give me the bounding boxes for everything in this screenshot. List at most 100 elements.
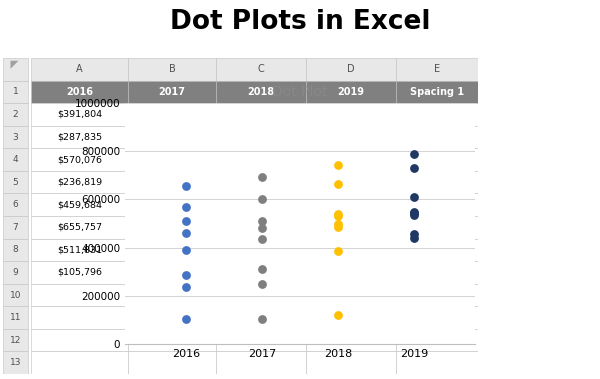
Point (181, 230, 191, 236)
Text: 2018: 2018 (247, 87, 275, 97)
Bar (3, 351, 28, 374)
Bar (3, 193, 28, 216)
Text: 4: 4 (13, 155, 19, 164)
Bar (396, 171, 478, 193)
Text: 13: 13 (10, 358, 21, 367)
Bar (3, 284, 28, 306)
Text: $570,076: $570,076 (57, 155, 102, 164)
Bar (128, 216, 216, 238)
Point (257, 281, 267, 287)
Text: $287,835: $287,835 (57, 133, 102, 141)
Bar (128, 238, 216, 261)
Point (409, 235, 419, 241)
Point (181, 204, 191, 210)
Text: 10: 10 (10, 290, 21, 299)
Bar (306, 261, 396, 284)
Text: 6: 6 (13, 200, 19, 209)
Bar (306, 58, 396, 81)
Point (257, 174, 267, 180)
Text: 1: 1 (13, 87, 19, 96)
Point (409, 165, 419, 171)
Bar (216, 126, 306, 148)
Bar (31, 351, 128, 374)
Bar (216, 261, 306, 284)
Point (181, 284, 191, 290)
Bar (128, 58, 216, 81)
Bar (396, 126, 478, 148)
Bar (306, 148, 396, 171)
Text: 1: 1 (468, 110, 474, 119)
Text: $483,709: $483,709 (238, 110, 284, 119)
Bar (396, 284, 478, 306)
Text: 8: 8 (13, 245, 19, 254)
Bar (216, 148, 306, 171)
Text: $435,338: $435,338 (149, 110, 194, 119)
Point (181, 218, 191, 224)
Point (333, 181, 343, 187)
Bar (31, 81, 128, 103)
Text: 3: 3 (13, 133, 19, 141)
Bar (3, 261, 28, 284)
Point (257, 226, 267, 232)
Bar (31, 238, 128, 261)
Point (181, 247, 191, 253)
Bar (216, 284, 306, 306)
Text: Dot Plots in Excel: Dot Plots in Excel (170, 9, 430, 36)
Text: $236,819: $236,819 (57, 178, 102, 186)
Bar (396, 306, 478, 329)
Bar (31, 329, 128, 351)
Bar (31, 58, 128, 81)
Bar (128, 193, 216, 216)
Bar (306, 81, 396, 103)
Text: $537,455: $537,455 (328, 110, 374, 119)
Bar (3, 329, 28, 351)
Text: A: A (76, 64, 83, 74)
Text: Spacing 1: Spacing 1 (410, 87, 464, 97)
Text: $511,831: $511,831 (57, 245, 102, 254)
Point (333, 221, 343, 227)
Bar (216, 351, 306, 374)
Point (257, 236, 267, 242)
Text: $459,684: $459,684 (57, 200, 102, 209)
Bar (306, 171, 396, 193)
Bar (306, 351, 396, 374)
Point (181, 315, 191, 321)
Bar (128, 351, 216, 374)
Text: 2019: 2019 (337, 87, 365, 97)
Bar (31, 126, 128, 148)
Text: 2016: 2016 (66, 87, 93, 97)
Point (409, 211, 419, 218)
Text: D: D (347, 64, 355, 74)
Point (257, 315, 267, 321)
Bar (216, 216, 306, 238)
Point (409, 151, 419, 157)
Bar (306, 193, 396, 216)
Bar (128, 284, 216, 306)
Text: $105,796: $105,796 (57, 268, 102, 277)
Bar (31, 261, 128, 284)
Text: 2: 2 (13, 110, 19, 119)
Bar (396, 193, 478, 216)
Bar (3, 216, 28, 238)
Bar (3, 171, 28, 193)
Bar (3, 58, 28, 81)
Title: Dot Plot: Dot Plot (272, 85, 328, 99)
Bar (128, 148, 216, 171)
Text: B: B (169, 64, 175, 74)
Bar (306, 126, 396, 148)
Polygon shape (11, 61, 19, 69)
Bar (128, 306, 216, 329)
Point (333, 312, 343, 318)
Point (333, 161, 343, 168)
Point (409, 210, 419, 216)
Bar (478, 58, 508, 374)
Bar (396, 261, 478, 284)
Text: E: E (434, 64, 440, 74)
Bar (31, 103, 128, 126)
Bar (128, 261, 216, 284)
Bar (216, 58, 306, 81)
Bar (31, 306, 128, 329)
Bar (396, 103, 478, 126)
Bar (128, 329, 216, 351)
Bar (216, 306, 306, 329)
